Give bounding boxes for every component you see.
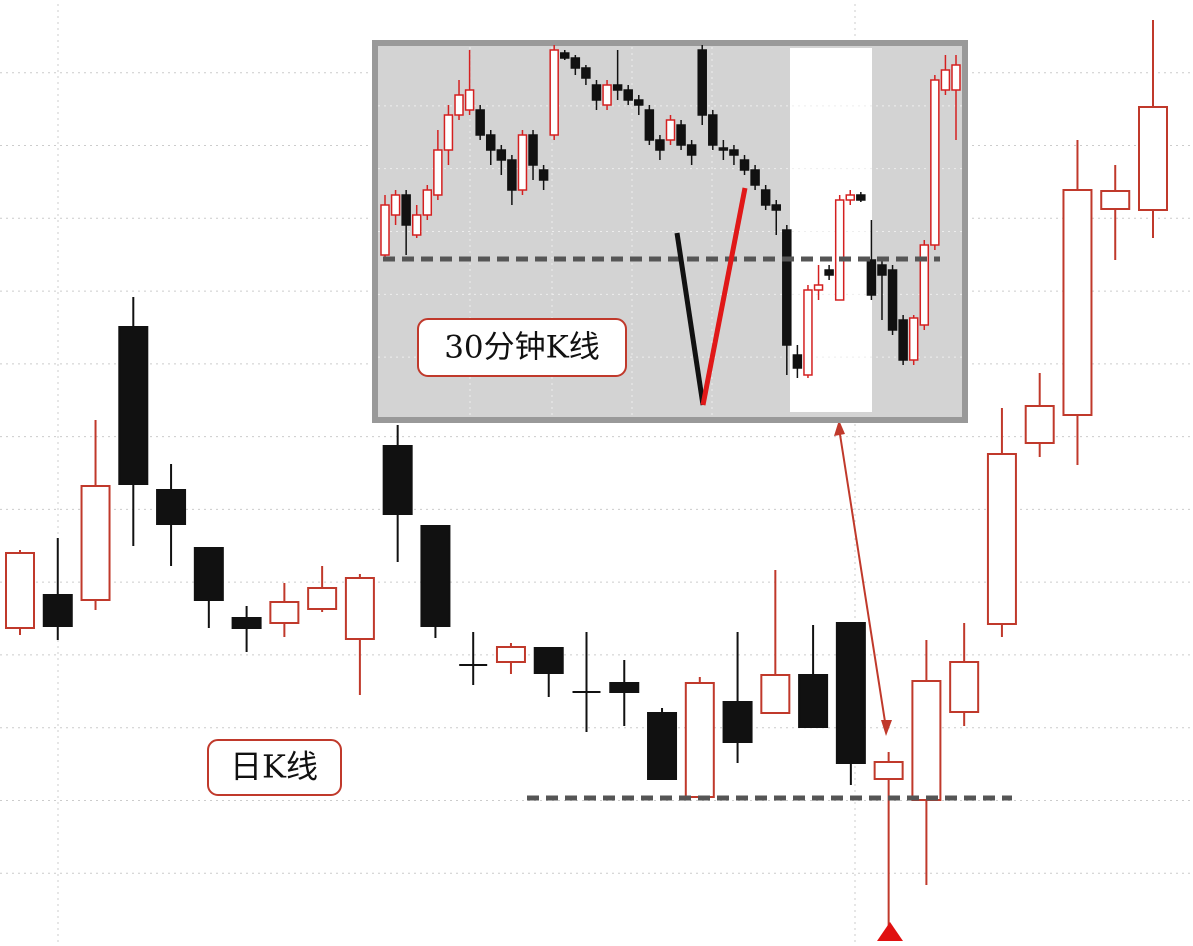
candle-body	[420, 525, 451, 627]
inset-marks	[378, 45, 962, 416]
candle-body	[5, 552, 35, 629]
v-stroke	[700, 187, 748, 406]
annotation: 30分钟K线	[444, 330, 600, 366]
candle-body	[676, 124, 686, 146]
arrow-head	[834, 420, 845, 436]
candle-body	[433, 149, 443, 196]
candle-body	[824, 269, 834, 276]
candle-body	[771, 204, 781, 211]
candle-body	[930, 79, 940, 246]
candle-body	[647, 712, 678, 780]
candle-body	[1024, 405, 1055, 444]
candle-body	[560, 52, 570, 59]
candle-body	[684, 682, 715, 798]
candle-body	[528, 134, 538, 166]
candle-body	[951, 64, 961, 91]
candle-body	[697, 49, 707, 116]
candle-body	[591, 84, 602, 101]
candle-body	[722, 701, 753, 743]
candle-body	[612, 84, 623, 91]
candle-body	[634, 99, 644, 106]
candle-body	[496, 149, 507, 161]
candle-body	[609, 682, 640, 693]
candle-body	[507, 159, 517, 191]
candle-body	[602, 84, 612, 106]
candle-body	[813, 284, 824, 291]
candle-body	[877, 264, 887, 276]
label-box	[207, 739, 342, 796]
candle-body	[401, 194, 411, 226]
candle-body	[422, 189, 433, 216]
candle-body	[380, 204, 390, 256]
arrow-head	[881, 720, 892, 736]
candle-body	[623, 89, 633, 101]
candle-body	[739, 159, 750, 171]
candle-body	[118, 326, 149, 485]
candle-body	[873, 761, 904, 780]
candle-body	[949, 661, 980, 713]
candle-body	[1062, 189, 1093, 416]
candle-body	[911, 680, 942, 801]
candle-body	[856, 194, 866, 201]
candle-body	[655, 139, 665, 151]
candle-body	[708, 114, 718, 146]
candle-body	[80, 485, 111, 601]
candle-body	[485, 134, 496, 151]
candle-body	[792, 354, 803, 369]
candle-body	[834, 199, 845, 301]
candle-body	[908, 317, 919, 361]
candle-body	[475, 109, 485, 136]
candle-body	[729, 149, 739, 156]
candle-body	[845, 194, 856, 201]
inset-label: 30分钟K线	[417, 318, 627, 377]
candle-body	[686, 144, 697, 156]
candle-body	[549, 49, 559, 136]
candle-body	[898, 319, 908, 361]
candle-body	[443, 114, 454, 151]
candle-body	[390, 194, 401, 216]
candle-body	[798, 674, 829, 728]
candle-body	[760, 674, 791, 714]
candle-body	[454, 94, 464, 116]
candle-body	[269, 601, 300, 624]
candle-body	[887, 269, 898, 331]
annotation: 日K线	[230, 748, 318, 786]
candle-body	[570, 57, 581, 69]
label-box	[417, 318, 627, 377]
candle-body	[835, 622, 866, 764]
candle-body	[919, 244, 930, 326]
candle-body	[940, 69, 951, 91]
candle-body	[782, 229, 792, 346]
candle-body	[986, 453, 1017, 625]
candle-body	[644, 109, 655, 141]
candle-body	[307, 587, 338, 610]
candle-body	[750, 169, 760, 186]
candle-body	[581, 67, 591, 79]
candle-body	[538, 169, 549, 181]
candle-body	[533, 647, 564, 674]
candle-body	[803, 289, 813, 376]
candle-body	[193, 547, 224, 601]
candle-body	[866, 259, 877, 296]
candle-body	[382, 445, 413, 515]
candle-body	[1138, 106, 1168, 211]
candle-body	[665, 119, 676, 141]
candle-body	[42, 594, 73, 627]
arrow-line	[838, 427, 887, 729]
v-stroke	[674, 232, 706, 406]
candle-body	[495, 646, 526, 663]
candle-body	[1100, 190, 1131, 210]
marker-triangle	[877, 922, 903, 941]
candle-body	[517, 134, 528, 191]
daily-label: 日K线	[207, 739, 342, 796]
candle-body	[718, 147, 729, 151]
candle-body	[411, 214, 422, 236]
candle-body	[231, 617, 262, 629]
candle-body	[760, 189, 771, 206]
candle-body	[344, 577, 375, 640]
candle-body	[156, 489, 187, 525]
candle-body	[464, 89, 475, 111]
